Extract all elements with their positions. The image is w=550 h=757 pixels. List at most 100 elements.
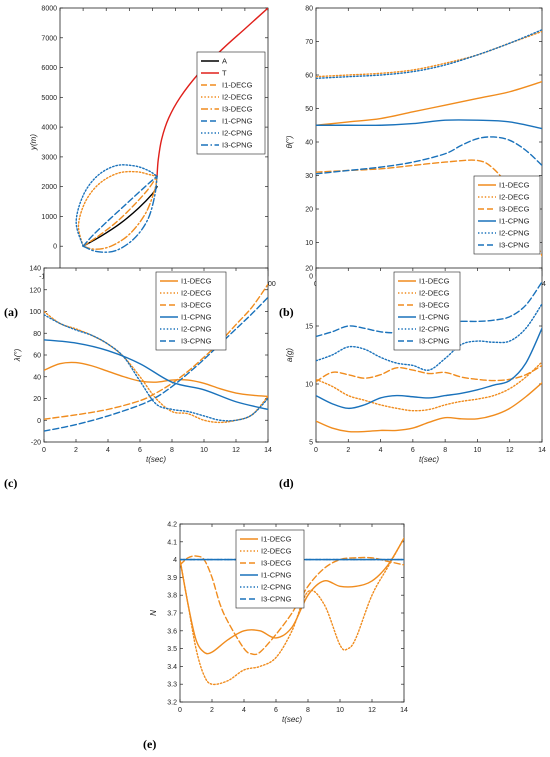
- series-line-T: [156, 8, 268, 177]
- y-tick-label: 20: [305, 266, 313, 273]
- legend-label: I1-DECG: [181, 277, 212, 286]
- series-line-I2-DECG: [316, 361, 542, 412]
- x-tick-label: 12: [368, 707, 376, 714]
- chart-0: -1000010002000300040005000600070008000-1…: [29, 6, 276, 299]
- legend-box: [473, 175, 541, 255]
- panel-label-d: (d): [279, 476, 294, 490]
- y-tick-label: 3.9: [167, 575, 177, 582]
- legend-label: I1-CPNG: [261, 571, 292, 580]
- series-line-I2-CPNG: [316, 303, 542, 371]
- x-tick-label: 10: [474, 447, 482, 454]
- y-tick-label: 10: [305, 240, 313, 247]
- series-line-I1-DECG: [316, 382, 542, 433]
- y-tick-label: 80: [305, 6, 313, 13]
- x-tick-label: 0: [314, 447, 318, 454]
- y-tick-label: 20: [33, 396, 41, 403]
- panel-label-a: (a): [4, 305, 18, 319]
- legend-label: T: [222, 69, 227, 78]
- y-tick-label: 1000: [41, 214, 57, 221]
- x-tick-label: 4: [379, 447, 383, 454]
- x-tick-label: 8: [443, 447, 447, 454]
- series-line-I2-DECG: [77, 170, 158, 247]
- series-line-I1-CPNG: [82, 175, 158, 247]
- legend-label: I3-CPNG: [261, 595, 292, 604]
- legend-label: I2-CPNG: [181, 325, 212, 334]
- y-tick-label: 40: [305, 140, 313, 147]
- y-tick-label: 5: [309, 440, 313, 447]
- x-tick-label: 4: [242, 707, 246, 714]
- series-group: [316, 29, 542, 257]
- panel-label-c: (c): [4, 476, 18, 490]
- legend-label: I3-CPNG: [181, 337, 212, 346]
- y-tick-label: 100: [29, 309, 41, 316]
- legend-label: I2-DECG: [261, 547, 292, 556]
- y-tick-label: 80: [33, 331, 41, 338]
- x-tick-label: 14: [264, 447, 272, 454]
- x-tick-label: 8: [170, 447, 174, 454]
- y-tick-label: -20: [31, 440, 41, 447]
- y-tick-label: 8000: [41, 6, 57, 13]
- series-line-I1-CPNG: [316, 327, 542, 410]
- legend-label: I1-DECG: [222, 81, 253, 90]
- chart-2: 0 2 4 6 8 10 12 14-20020406080100120140t(sec)λ(…: [13, 266, 272, 465]
- y-axis-label: θ(°): [285, 135, 294, 148]
- legend-label: I3-CPNG: [499, 241, 530, 250]
- y-tick-label: 20: [305, 207, 313, 214]
- legend-label: I1-DECG: [261, 535, 292, 544]
- y-tick-label: 15: [305, 324, 313, 331]
- legend-label: I3-DECG: [499, 205, 530, 214]
- series-line-I1-DECG: [180, 537, 404, 655]
- y-tick-label: 0: [309, 274, 313, 281]
- y-tick-label: 0: [37, 418, 41, 425]
- series-line-I3-DECG: [44, 283, 268, 420]
- legend-label: I3-CPNG: [222, 141, 253, 150]
- panel-label-b: (b): [279, 305, 294, 319]
- legend-label: I1-CPNG: [419, 313, 450, 322]
- x-axis-label: t(sec): [282, 715, 302, 724]
- legend-label: I3-CPNG: [419, 337, 450, 346]
- chart-1: 0246810121401020304050607080t(s)θ(°)I1-D…: [285, 6, 546, 299]
- legend-box: [235, 529, 305, 609]
- y-tick-label: 0: [53, 244, 57, 251]
- y-tick-label: 3.8: [167, 593, 177, 600]
- legend-label: I2-DECG: [499, 193, 530, 202]
- y-tick-label: 3.5: [167, 646, 177, 653]
- y-tick-label: 4000: [41, 125, 57, 132]
- chart-3: 0 2 4 6 8 10 12 14 5 10 15 20 t(sec) a(g) I1-DECG I2-DE…: [285, 266, 546, 465]
- series-group: [44, 283, 268, 432]
- y-tick-label: 4.2: [167, 522, 177, 529]
- x-tick-label: 12: [232, 447, 240, 454]
- y-axis-label: y(m): [29, 134, 38, 151]
- y-tick-label: 4.1: [167, 539, 177, 546]
- series-line-I3-CPNG: [82, 175, 158, 253]
- series-line-I3-CPNG: [44, 296, 268, 432]
- series-line-I1-DECG: [316, 81, 542, 126]
- chart-4: 0 2 4 6 8 10 12 14 3.2 3.3 3.4 3.5 3.6 3.7 3.8 3.9 4 4.1 4…: [149, 522, 408, 725]
- series-line-I3-DECG: [82, 175, 158, 250]
- x-tick-label: 2: [210, 707, 214, 714]
- y-tick-label: 60: [305, 73, 313, 80]
- y-tick-label: 3.7: [167, 611, 177, 618]
- x-tick-label: 0: [42, 447, 46, 454]
- x-axis-label: t(sec): [419, 455, 439, 464]
- series-group: [316, 281, 542, 433]
- legend-label: I3-DECG: [222, 105, 253, 114]
- y-tick-label: 50: [305, 106, 313, 113]
- y-tick-label: 7000: [41, 35, 57, 42]
- legend-label: I1-DECG: [419, 277, 450, 286]
- series-line-I2-CPNG: [316, 29, 542, 80]
- legend-label: I1-DECG: [499, 181, 530, 190]
- series-line-I2-CPNG: [44, 314, 268, 422]
- y-axis-label: λ(°): [13, 348, 22, 362]
- y-tick-label: 120: [29, 287, 41, 294]
- legend-label: I2-DECG: [181, 289, 212, 298]
- series-line-I3-CPNG: [316, 136, 542, 175]
- legend-label: I2-DECG: [419, 289, 450, 298]
- legend-box: [196, 51, 266, 155]
- y-tick-label: 140: [29, 266, 41, 273]
- panel-label-e: (e): [143, 737, 157, 751]
- y-tick-label: 40: [33, 374, 41, 381]
- series-line-I1-DECG: [44, 361, 268, 398]
- x-tick-label: 10: [336, 707, 344, 714]
